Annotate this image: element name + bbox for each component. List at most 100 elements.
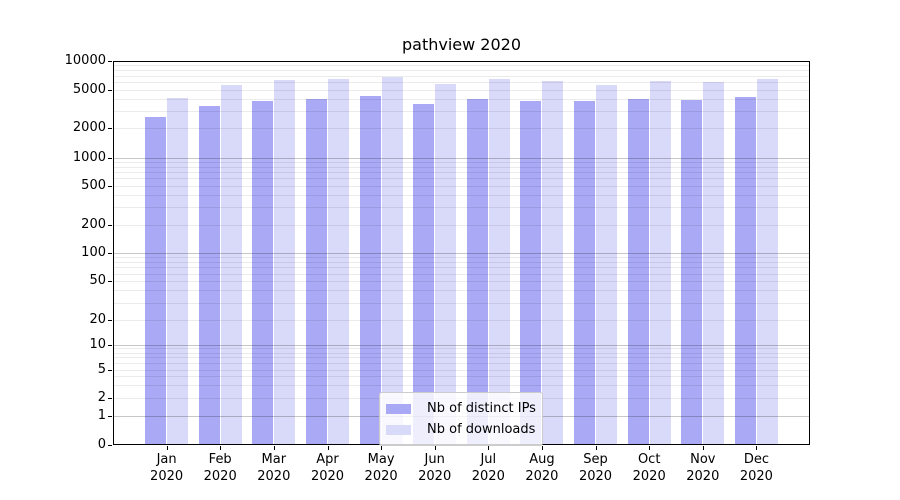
bar-distinct-ips-dec (734, 96, 756, 445)
y-tick (108, 61, 112, 62)
y-tick (108, 397, 112, 399)
gridline-minor (113, 70, 810, 72)
x-tick-label: Sep 2020 (578, 452, 613, 484)
gridline-minor (113, 319, 810, 321)
x-tick-label: Dec 2020 (739, 452, 773, 484)
y-tick (108, 415, 112, 417)
x-tick (220, 446, 222, 450)
x-tick-label: Jul 2020 (471, 452, 505, 484)
x-tick-label: Jan 2020 (150, 452, 184, 484)
gridline-minor (113, 348, 810, 350)
x-tick-label: Aug 2020 (525, 452, 559, 484)
bar-downloads-jul (488, 78, 510, 445)
x-tick-label: Mar 2020 (257, 452, 291, 484)
bar-distinct-ips-sep (574, 100, 595, 445)
x-tick-label: Feb 2020 (203, 452, 237, 484)
gridline-minor (113, 256, 810, 258)
bar-downloads-may (381, 76, 403, 445)
gridline-minor (113, 166, 810, 168)
x-tick (488, 446, 490, 450)
bar-distinct-ips-oct (627, 98, 649, 445)
plot-area: Nb of distinct IPs Nb of downloads (113, 61, 810, 446)
y-tick (108, 319, 112, 321)
y-tick-label: 20 (89, 311, 106, 327)
y-tick (108, 157, 112, 159)
gridline-minor (113, 89, 810, 91)
bar-distinct-ips-jan (145, 117, 167, 445)
gridline-minor (113, 207, 810, 209)
bar-downloads-jan (167, 97, 189, 445)
gridline-minor (113, 357, 810, 359)
gridline-major (113, 252, 810, 254)
gridline-minor (113, 171, 810, 173)
y-tick-label: 5000 (72, 81, 106, 97)
x-tick (327, 446, 329, 450)
y-tick (108, 224, 112, 226)
gridline-minor (113, 273, 810, 275)
bar-downloads-dec (756, 79, 778, 445)
gridline-minor (113, 161, 810, 163)
bar-distinct-ips-aug (520, 101, 542, 445)
y-tick (108, 369, 112, 371)
y-tick-label: 10 (89, 336, 106, 352)
x-tick-label: Oct 2020 (632, 452, 666, 484)
x-tick (273, 446, 275, 450)
x-tick-label: May 2020 (364, 452, 398, 484)
bar-distinct-ips-mar (252, 100, 274, 445)
gridline-minor (113, 75, 810, 77)
bar-downloads-jun (435, 84, 457, 445)
bar-downloads-mar (274, 80, 296, 445)
x-tick-label: Apr 2020 (310, 452, 345, 484)
y-tick (108, 185, 112, 187)
bar-distinct-ips-may (359, 96, 381, 445)
gridline-minor (113, 385, 810, 387)
gridline-minor (113, 267, 810, 269)
gridline-minor (113, 362, 810, 364)
y-tick (108, 445, 112, 446)
legend: Nb of distinct IPs Nb of downloads (379, 392, 543, 446)
bar-distinct-ips-apr (306, 98, 327, 445)
y-tick (108, 128, 112, 129)
y-tick-label: 0 (97, 437, 106, 452)
gridline-minor (113, 65, 810, 67)
y-tick-label: 10000 (64, 53, 106, 68)
chart-title: pathview 2020 (401, 35, 522, 54)
bar-downloads-nov (703, 82, 725, 445)
legend-item-distinct-ips: Nb of distinct IPs (386, 398, 536, 419)
gridline-minor (113, 98, 810, 100)
x-tick (434, 446, 436, 450)
bar-downloads-apr (328, 79, 349, 445)
gridline-minor (113, 178, 810, 180)
gridline-minor (113, 290, 810, 292)
bar-downloads-sep (596, 84, 617, 445)
bar-distinct-ips-feb (198, 106, 220, 445)
legend-label-distinct-ips: Nb of distinct IPs (427, 401, 536, 416)
y-tick (108, 344, 112, 346)
gridline-minor (113, 261, 810, 263)
gridline-minor (113, 128, 810, 129)
gridline-minor (113, 82, 810, 83)
legend-item-downloads: Nb of downloads (386, 419, 535, 440)
bar-distinct-ips-jun (413, 103, 435, 445)
y-tick (108, 281, 112, 282)
x-tick-label: Nov 2020 (686, 452, 720, 484)
y-tick-label: 1 (97, 407, 106, 423)
y-tick-label: 50 (89, 273, 106, 288)
y-tick (108, 89, 112, 91)
legend-label-downloads: Nb of downloads (427, 422, 536, 437)
x-tick (595, 446, 597, 450)
y-tick-label: 500 (81, 177, 106, 193)
gridline-minor (113, 369, 810, 371)
y-tick-label: 2 (97, 389, 106, 405)
gridline-minor (113, 185, 810, 187)
y-tick-label: 100 (81, 244, 106, 260)
x-tick (702, 446, 704, 450)
legend-swatch-downloads (386, 424, 411, 435)
y-tick-label: 5 (97, 361, 106, 377)
y-tick-label: 200 (81, 216, 106, 232)
y-tick-label: 1000 (72, 149, 106, 165)
x-tick (649, 446, 651, 450)
y-tick (108, 252, 112, 254)
x-tick-label: Jun 2020 (418, 452, 452, 484)
